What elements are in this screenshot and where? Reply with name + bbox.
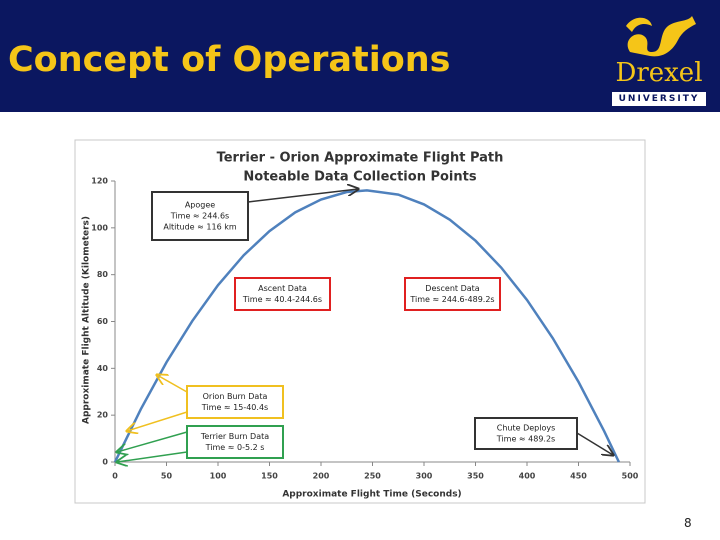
flight-path — [113, 189, 621, 463]
annotation-box — [474, 417, 578, 450]
x-axis-label: Approximate Flight Time (Seconds) — [282, 490, 461, 500]
annotation-box — [186, 425, 284, 459]
annotation-text: Terrier Burn Data — [200, 432, 269, 441]
annotation-text: Altitude ≈ 116 km — [163, 223, 236, 232]
chart-subtitle: Noteable Data Collection Points — [243, 170, 476, 185]
annotation-text: Descent Data — [425, 284, 480, 293]
annotation-box — [404, 277, 501, 311]
logo-name: Drexel — [615, 58, 703, 88]
y-tick-label: 120 — [91, 177, 108, 186]
annotation-text: Orion Burn Data — [203, 392, 268, 401]
y-axis-label: Approximate Flight Altitude (Kilometers) — [82, 216, 92, 424]
annotation-box — [151, 191, 249, 241]
logo-dragon — [626, 16, 696, 57]
slide-title: Concept of Operations — [8, 40, 451, 80]
x-tick-label: 350 — [467, 472, 484, 481]
annotation-text: Apogee — [185, 201, 215, 210]
annotation-text: Time ≈ 0-5.2 s — [205, 443, 265, 452]
annotation-text: Time ≈ 15-40.4s — [201, 403, 268, 412]
page-number: 8 — [684, 516, 692, 530]
annotation-arrow — [576, 432, 613, 455]
annotation-arrow — [247, 189, 358, 203]
annotation-box — [234, 277, 331, 311]
x-tick-label: 500 — [622, 472, 639, 481]
annotation-text: Chute Deploys — [497, 424, 556, 433]
x-tick-label: 450 — [570, 472, 587, 481]
chart-title: Terrier - Orion Approximate Flight Path — [217, 151, 504, 166]
annotation-text: Time ≈ 489.2s — [496, 435, 555, 444]
annotation-arrow — [127, 411, 188, 431]
y-tick-label: 80 — [97, 270, 109, 279]
x-tick-label: 200 — [313, 472, 330, 481]
y-tick-label: 0 — [102, 458, 108, 467]
x-tick-label: 400 — [519, 472, 536, 481]
annotation-text: Time ≈ 40.4-244.6s — [242, 295, 322, 304]
annotation-arrow — [117, 431, 188, 452]
y-tick-label: 40 — [97, 364, 109, 373]
x-tick-label: 100 — [210, 472, 227, 481]
header-bar: Concept of Operations Drexel UNIVERSITY — [0, 0, 720, 112]
y-tick-label: 100 — [91, 223, 108, 232]
y-tick-label: 20 — [97, 411, 109, 420]
x-tick-label: 250 — [364, 472, 381, 481]
y-tick-label: 60 — [97, 317, 109, 326]
x-tick-label: 150 — [261, 472, 278, 481]
annotation-arrow — [117, 451, 188, 462]
x-tick-label: 0 — [112, 472, 118, 481]
annotation-text: Time ≈ 244.6s — [170, 212, 229, 221]
annotation-text: Ascent Data — [258, 284, 307, 293]
annotation-text: Time ≈ 244.6-489.2s — [409, 295, 494, 304]
x-tick-label: 50 — [161, 472, 173, 481]
x-tick-label: 300 — [416, 472, 433, 481]
logo-subtitle: UNIVERSITY — [612, 92, 706, 106]
annotation-arrow — [157, 375, 188, 393]
annotation-box — [186, 385, 284, 419]
